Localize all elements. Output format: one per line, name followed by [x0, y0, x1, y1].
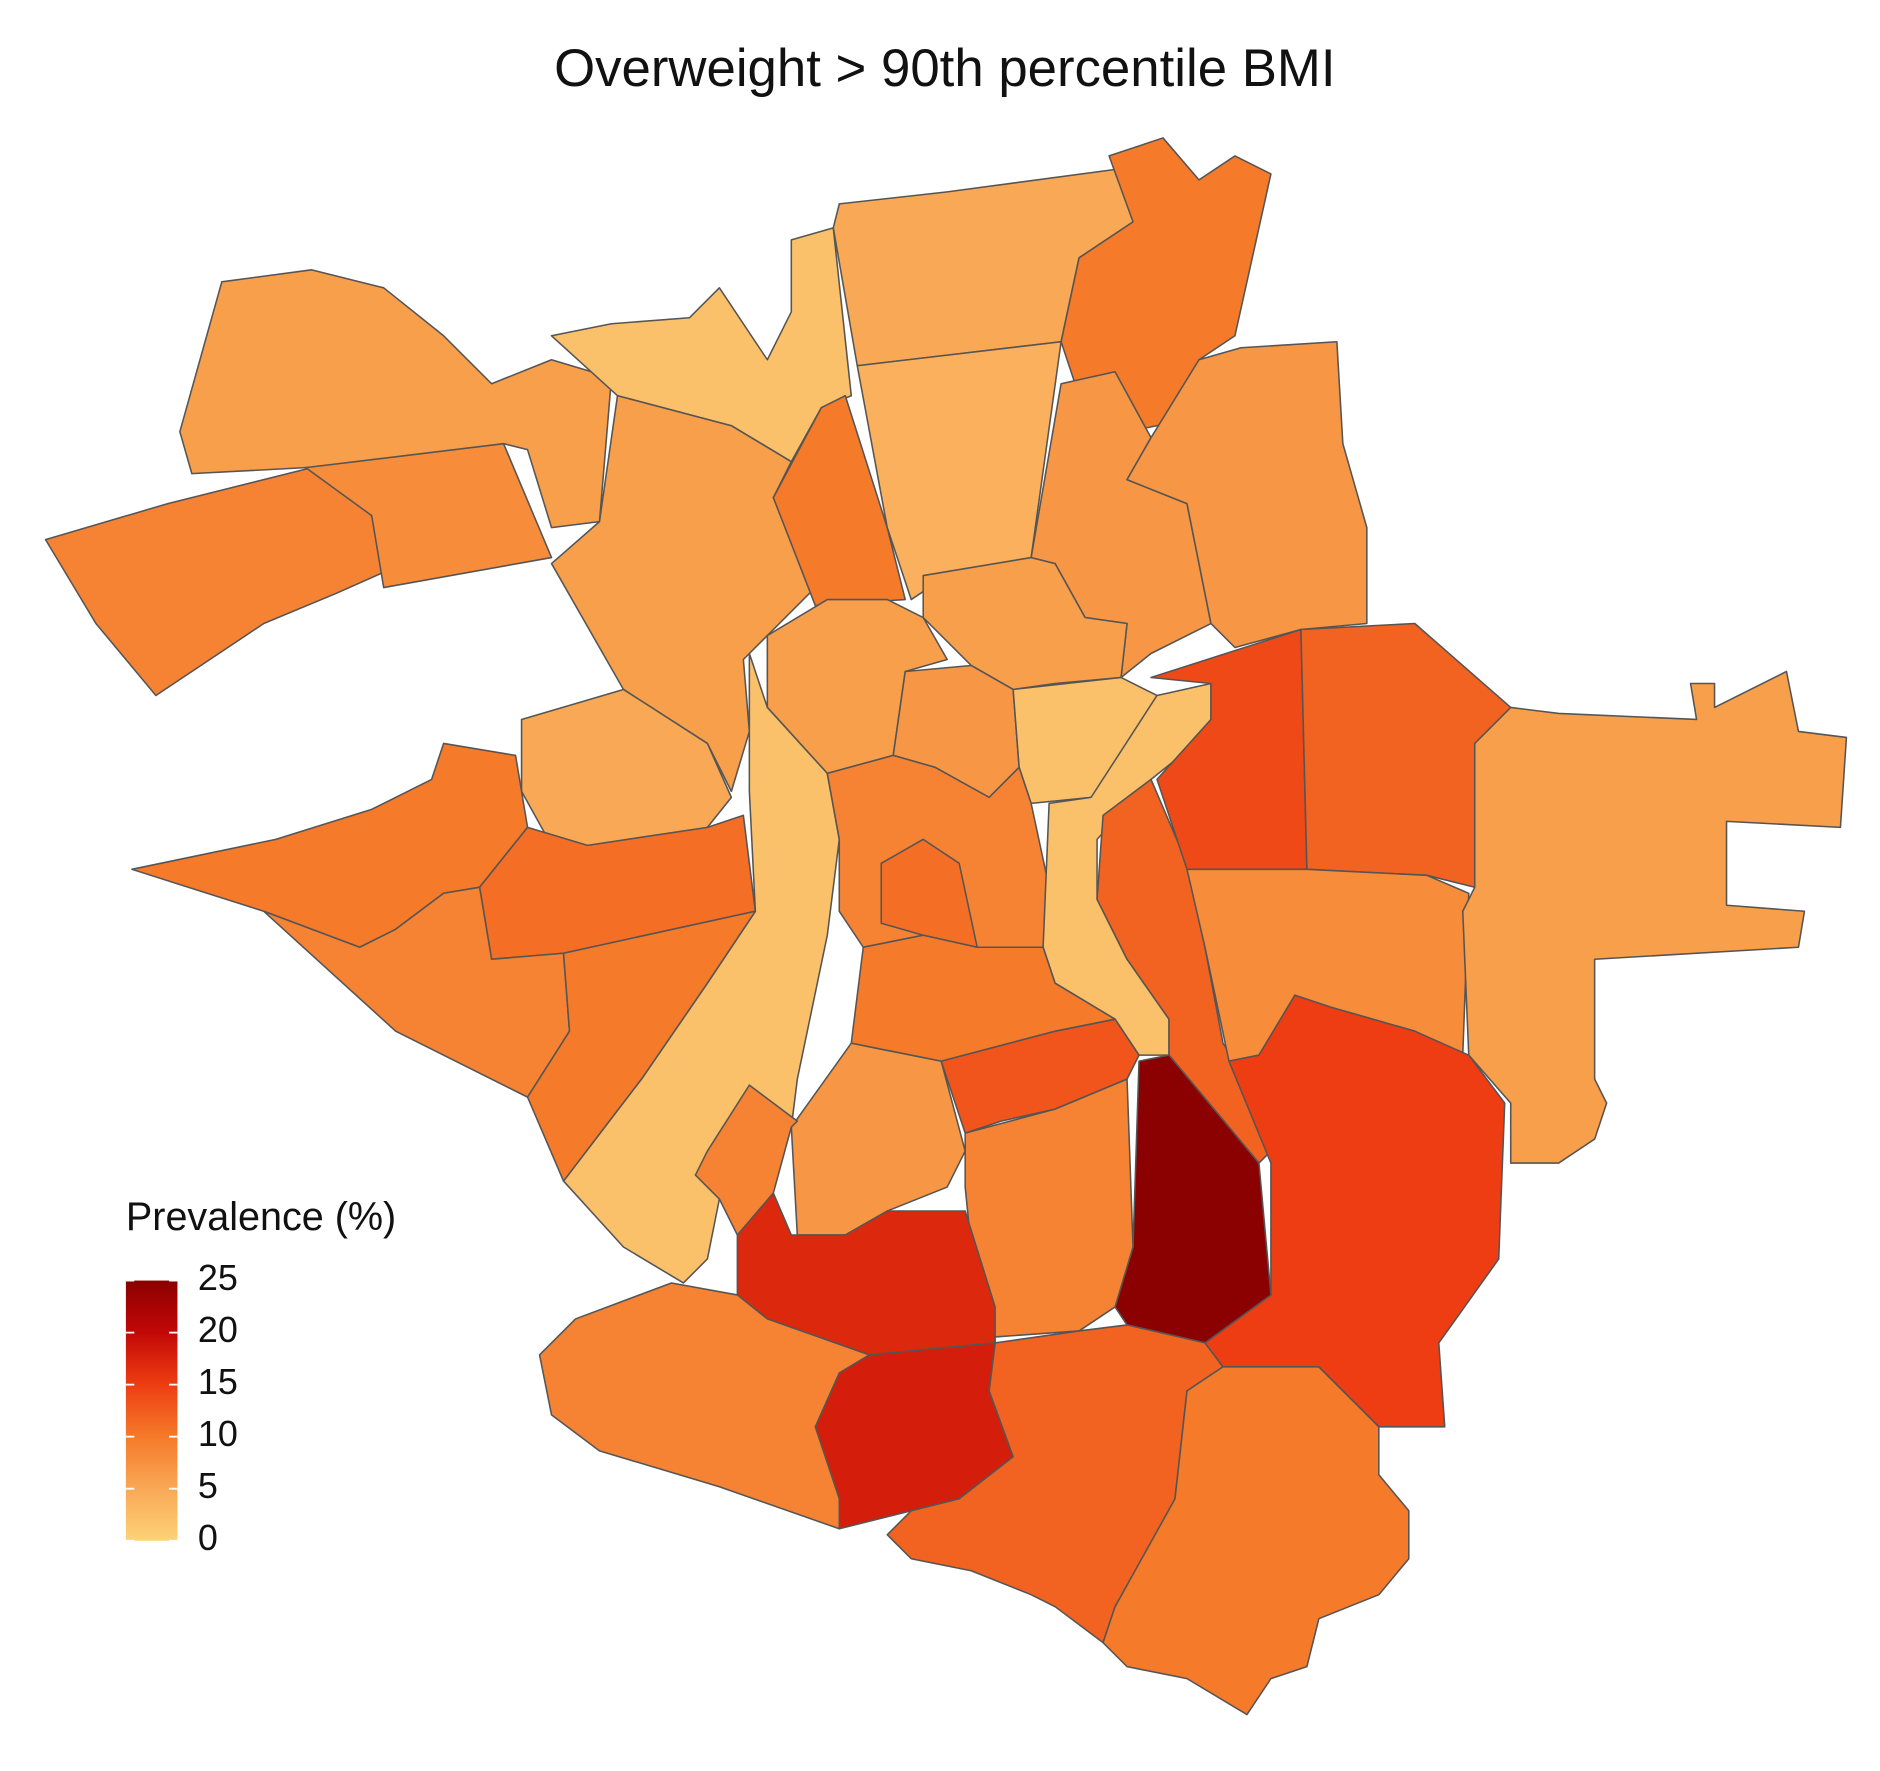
district — [44, 466, 391, 697]
district — [538, 1282, 871, 1530]
district — [1102, 1366, 1410, 1716]
colorbar-tick-label: 0 — [198, 1517, 218, 1558]
district — [964, 1078, 1134, 1338]
district — [1126, 340, 1368, 649]
district — [694, 1084, 799, 1236]
district — [1461, 670, 1848, 1164]
district — [526, 910, 757, 1182]
regions — [44, 137, 1848, 1716]
colorbar — [125, 1280, 178, 1541]
legend: 0 5 10 15 20 25 — [125, 1257, 238, 1558]
district — [736, 1192, 996, 1356]
district — [304, 442, 553, 589]
map-title: Overweight > 90th percentile BMI — [554, 39, 1335, 98]
district — [262, 886, 571, 1098]
colorbar-tick-label: 15 — [198, 1361, 238, 1402]
colorbar-tick-label: 10 — [198, 1413, 238, 1454]
colorbar-tick-label: 20 — [198, 1309, 238, 1350]
district — [850, 934, 1116, 1062]
district — [790, 1042, 966, 1236]
colorbar-tick-label: 25 — [198, 1257, 238, 1298]
district — [550, 394, 817, 793]
colorbar-tick-label: 5 — [198, 1465, 218, 1506]
legend-title: Prevalence (%) — [126, 1195, 396, 1239]
